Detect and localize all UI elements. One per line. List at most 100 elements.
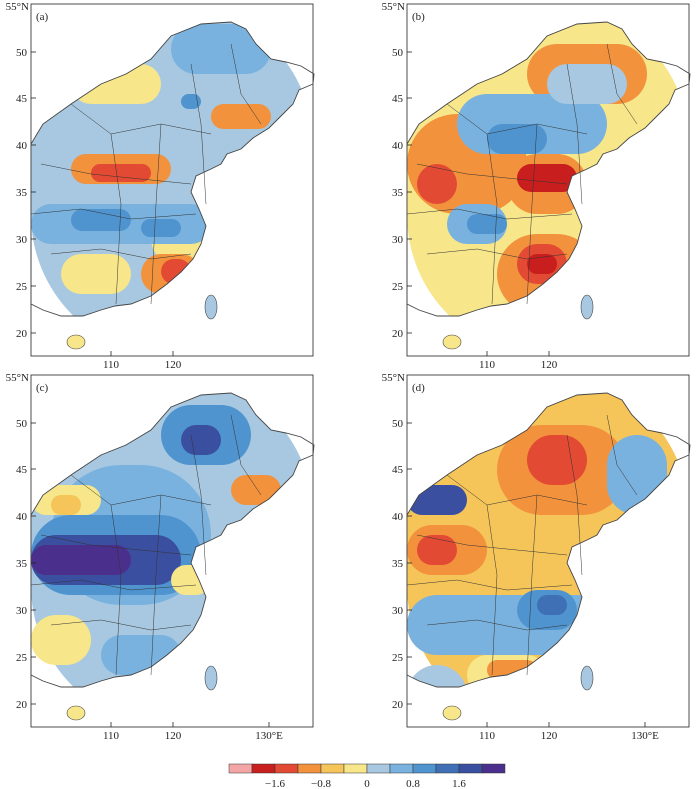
colorbar-label: 1.6 [452, 778, 466, 789]
lat-tick-label: 30 [16, 234, 28, 246]
coastline [30, 392, 315, 688]
coastline [406, 392, 691, 688]
taiwan-island [204, 294, 218, 320]
lat-tick-label: 40 [392, 140, 404, 152]
colorbar-swatch [274, 763, 299, 774]
province-borders [406, 414, 638, 676]
field-region [407, 665, 467, 687]
field-region [231, 475, 281, 505]
field-region [527, 254, 557, 274]
field-region [527, 435, 587, 485]
lat-tick-label: 40 [392, 511, 404, 523]
colorbar-swatch [297, 763, 322, 774]
lon-tick-label: 120 [165, 359, 182, 371]
lat-tick-label: 50 [392, 47, 404, 59]
lat-tick-label: 50 [16, 47, 28, 59]
field-region [71, 209, 131, 231]
province-borders [30, 43, 262, 305]
colorbar-label: 0 [364, 778, 370, 789]
lat-tick-label: 20 [16, 328, 28, 340]
field-region [181, 425, 221, 455]
lat-tick-label: 45 [16, 93, 28, 105]
lat-tick-label: 40 [16, 140, 28, 152]
coastline [406, 21, 691, 317]
field-region [487, 124, 547, 154]
colorbar-swatch [435, 763, 460, 774]
lat-tick-label: 35 [16, 187, 28, 199]
colorbar-swatch [458, 763, 483, 774]
province-borders [406, 43, 638, 305]
lat-tick-label: 20 [392, 699, 404, 711]
field-region [51, 495, 81, 515]
colorbar-swatch [320, 763, 345, 774]
colorbar: −1.6 −0.8 0 0.8 1.6 [228, 763, 506, 789]
field-region [211, 104, 271, 129]
panel-a-map: 50 45 40 35 30 25 20 55°N 110 120 (a) [6, 1, 315, 371]
lon-tick-label: 110 [103, 730, 120, 742]
panel-label: (d) [412, 382, 425, 394]
lon-tick-label: 110 [103, 359, 120, 371]
field-region [537, 595, 567, 615]
lon-right-label: 130°E [631, 730, 659, 742]
lat-tick-label: 25 [16, 281, 28, 293]
hainan-island [66, 705, 86, 721]
lat-tick-label: 35 [392, 187, 404, 199]
colorbar-swatch [228, 763, 253, 774]
field-region [417, 535, 457, 565]
taiwan-island [580, 294, 594, 320]
panel-b-map: 50 45 40 35 30 25 20 55°N 110 120 (b) [382, 1, 691, 371]
lat-tick-label: 30 [392, 605, 404, 617]
colorbar-label: −0.8 [311, 778, 331, 789]
shaded-field [31, 393, 313, 687]
lon-tick-label: 110 [479, 359, 496, 371]
field-region [517, 164, 577, 192]
colorbar-swatch [481, 763, 506, 774]
lat-tick-label: 30 [16, 605, 28, 617]
colorbar-swatch [389, 763, 414, 774]
lon-right-label: 130°E [255, 730, 283, 742]
field-region [417, 164, 457, 204]
lat-tick-label: 45 [16, 464, 28, 476]
lon-tick-label: 120 [165, 730, 182, 742]
taiwan-island [580, 665, 594, 691]
hainan-island [442, 334, 462, 350]
lat-tick-label: 20 [16, 699, 28, 711]
lat-tick-label: 25 [392, 652, 404, 664]
lat-tick-label: 35 [392, 558, 404, 570]
panel-label: (c) [36, 382, 49, 394]
lat-tick-label: 25 [16, 652, 28, 664]
colorbar-label: 0.8 [406, 778, 420, 789]
lon-tick-label: 120 [541, 359, 558, 371]
taiwan-island [204, 665, 218, 691]
lat-tick-label: 35 [16, 558, 28, 570]
lat-top-label: 55°N [6, 1, 29, 13]
lat-tick-label: 45 [392, 464, 404, 476]
lat-tick-label: 50 [16, 418, 28, 430]
field-region [31, 545, 131, 575]
panel-d-map: 50 45 40 35 30 25 20 55°N 110 120 130°E (d) [382, 372, 691, 742]
lat-tick-label: 25 [392, 281, 404, 293]
colorbar-swatch [251, 763, 276, 774]
lon-tick-label: 120 [541, 730, 558, 742]
province-borders [30, 414, 262, 676]
lat-tick-label: 20 [392, 328, 404, 340]
lat-tick-label: 50 [392, 418, 404, 430]
hainan-island [66, 334, 86, 350]
field-region [91, 164, 151, 182]
field-region [547, 64, 627, 104]
lon-tick-label: 110 [479, 730, 496, 742]
field-region [61, 254, 131, 294]
field-region [171, 24, 271, 74]
lat-tick-label: 45 [392, 93, 404, 105]
colorbar-label: −1.6 [265, 778, 285, 789]
lat-top-label: 55°N [6, 372, 29, 384]
field-region [181, 94, 201, 109]
panel-c-map: 50 45 40 35 30 25 20 55°N 110 120 130°E (c) [6, 372, 315, 742]
lat-tick-label: 30 [392, 234, 404, 246]
colorbar-swatch [343, 763, 368, 774]
coastline [30, 21, 315, 317]
panel-label: (b) [412, 11, 425, 23]
field-region [141, 219, 181, 237]
lat-top-label: 55°N [382, 1, 405, 13]
panel-label: (a) [36, 11, 49, 23]
